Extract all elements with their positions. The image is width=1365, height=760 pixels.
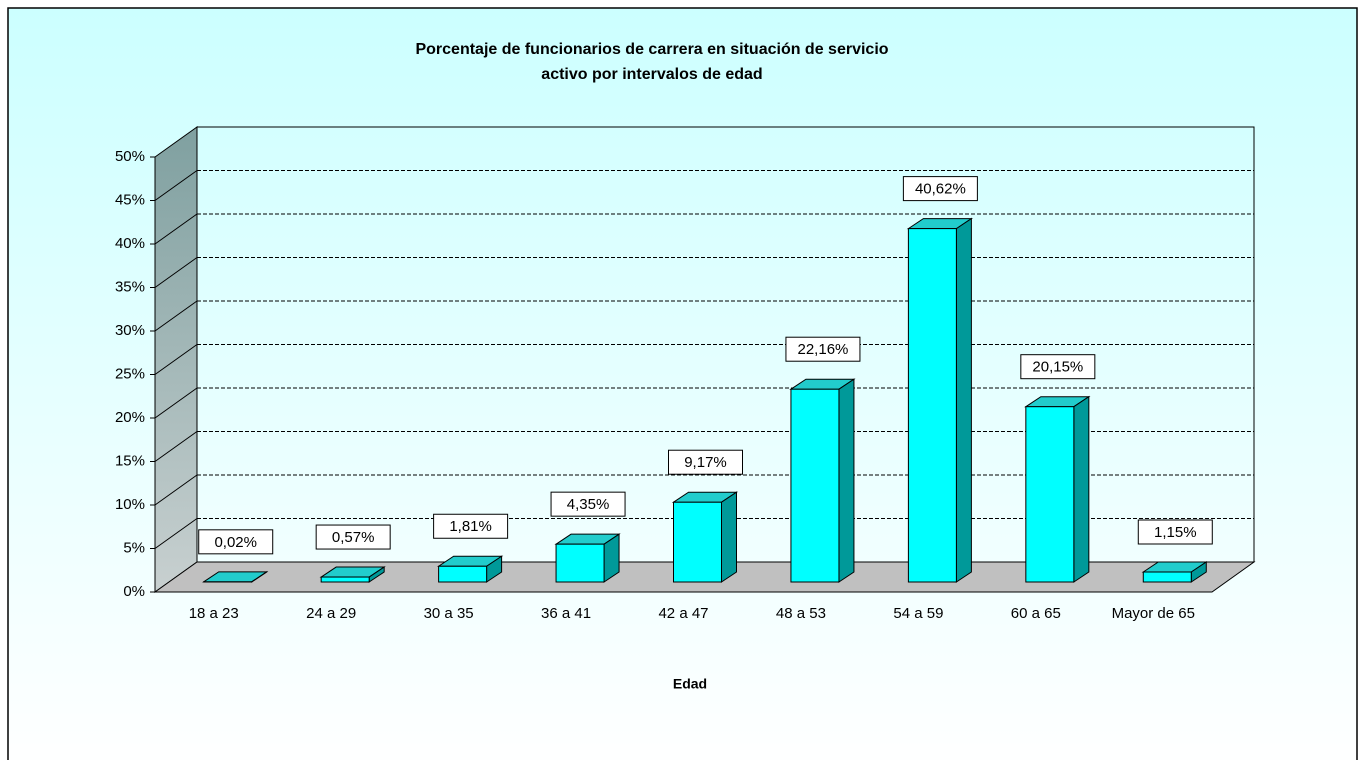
grid-line [154, 300, 198, 332]
data-label-box [550, 491, 626, 517]
y-tick-label: 15% [115, 452, 145, 469]
x-tick-label: 54 a 59 [893, 605, 943, 622]
y-tick-label: 25% [115, 365, 145, 382]
y-tick-label: 5% [123, 539, 145, 556]
x-tick-label: 30 a 35 [424, 605, 474, 622]
data-label-box [315, 524, 391, 550]
data-label-box [668, 449, 743, 475]
x-tick-label: 48 a 53 [776, 605, 826, 622]
x-tick-label: 36 a 41 [541, 605, 591, 622]
y-tick-label: 20% [115, 409, 145, 426]
bar [320, 576, 370, 583]
bar [555, 543, 605, 583]
y-tick-label: 30% [115, 322, 145, 339]
bar-side [955, 217, 972, 583]
chart-title: activo por intervalos de edad [541, 66, 762, 83]
grid-line [154, 474, 198, 506]
x-axis-title: Edad [673, 676, 707, 692]
bar [438, 565, 488, 583]
chart-frame [7, 7, 1358, 760]
bar [790, 388, 840, 583]
bar [907, 228, 957, 583]
data-label-box [433, 513, 509, 539]
data-label: 0,57% [332, 529, 375, 546]
data-label-box [902, 176, 978, 202]
grid-line [154, 170, 198, 201]
data-label: 40,62% [915, 181, 966, 198]
y-tick-label: 10% [115, 496, 145, 513]
y-tick-label: 40% [115, 235, 145, 252]
data-label-box [1137, 519, 1213, 545]
x-tick-label: 60 a 65 [1011, 605, 1061, 622]
data-label-box [198, 529, 274, 555]
bar-side [838, 378, 855, 583]
bar [673, 501, 722, 583]
y-tick-label: 35% [115, 278, 145, 295]
x-tick-label: 42 a 47 [658, 605, 708, 622]
bar [1025, 406, 1075, 583]
bar [1142, 571, 1192, 583]
data-label: 4,35% [567, 496, 610, 513]
data-label: 9,17% [684, 454, 727, 471]
x-tick-label: Mayor de 65 [1112, 605, 1195, 622]
data-label: 22,16% [798, 341, 849, 358]
data-label: 20,15% [1032, 359, 1083, 376]
chart-title: Porcentaje de funcionarios de carrera en… [415, 41, 888, 58]
data-label: 1,15% [1154, 524, 1197, 541]
y-tick-label: 50% [115, 148, 145, 165]
data-label: 0,02% [214, 534, 257, 551]
bar-side [1073, 395, 1090, 583]
y-tick-label: 45% [115, 191, 145, 208]
grid-line [154, 387, 198, 419]
data-label: 1,81% [449, 518, 492, 535]
data-label-box [1020, 354, 1096, 380]
y-tick-label: 0% [123, 583, 145, 600]
x-tick-label: 24 a 29 [306, 605, 356, 622]
bar-side [721, 491, 737, 583]
grid-line [154, 518, 198, 549]
grid-line [154, 344, 198, 375]
grid-line [154, 431, 198, 462]
grid-line [154, 213, 198, 245]
grid-line [154, 257, 198, 288]
x-tick-label: 18 a 23 [189, 605, 239, 622]
data-label-box [785, 336, 861, 362]
